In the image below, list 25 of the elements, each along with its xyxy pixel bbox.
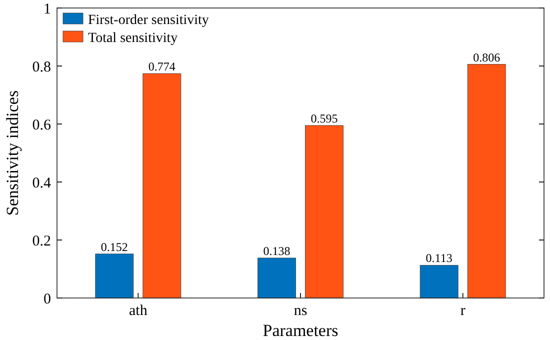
data-label: 0.774 bbox=[148, 60, 176, 74]
bar bbox=[142, 73, 182, 298]
y-tick-label: 0.2 bbox=[32, 233, 51, 250]
bar bbox=[258, 258, 296, 298]
y-tick-label: 0 bbox=[44, 291, 51, 308]
x-tick-label: r bbox=[460, 303, 466, 319]
bar bbox=[467, 64, 506, 298]
bar bbox=[95, 254, 134, 298]
bar bbox=[305, 125, 344, 298]
y-tick-label: 0.6 bbox=[32, 117, 52, 134]
y-tick-label: 0.8 bbox=[32, 59, 51, 76]
x-axis-title: Parameters bbox=[262, 321, 338, 340]
y-axis-title: Sensitivity indices bbox=[3, 90, 22, 216]
bar bbox=[420, 265, 458, 298]
data-label: 0.806 bbox=[473, 50, 500, 64]
data-label: 0.595 bbox=[310, 111, 338, 126]
legend-label: Total sensitivity bbox=[88, 30, 178, 46]
data-label: 0.138 bbox=[263, 244, 290, 258]
y-tick-label: 0.4 bbox=[32, 175, 52, 192]
data-label: 0.152 bbox=[100, 240, 128, 254]
x-tick-label: ns bbox=[294, 303, 308, 319]
x-tick-label: ath bbox=[129, 303, 148, 319]
legend-label: First-order sensitivity bbox=[88, 12, 209, 28]
y-tick-label: 1 bbox=[44, 1, 51, 18]
data-label: 0.113 bbox=[426, 251, 452, 266]
